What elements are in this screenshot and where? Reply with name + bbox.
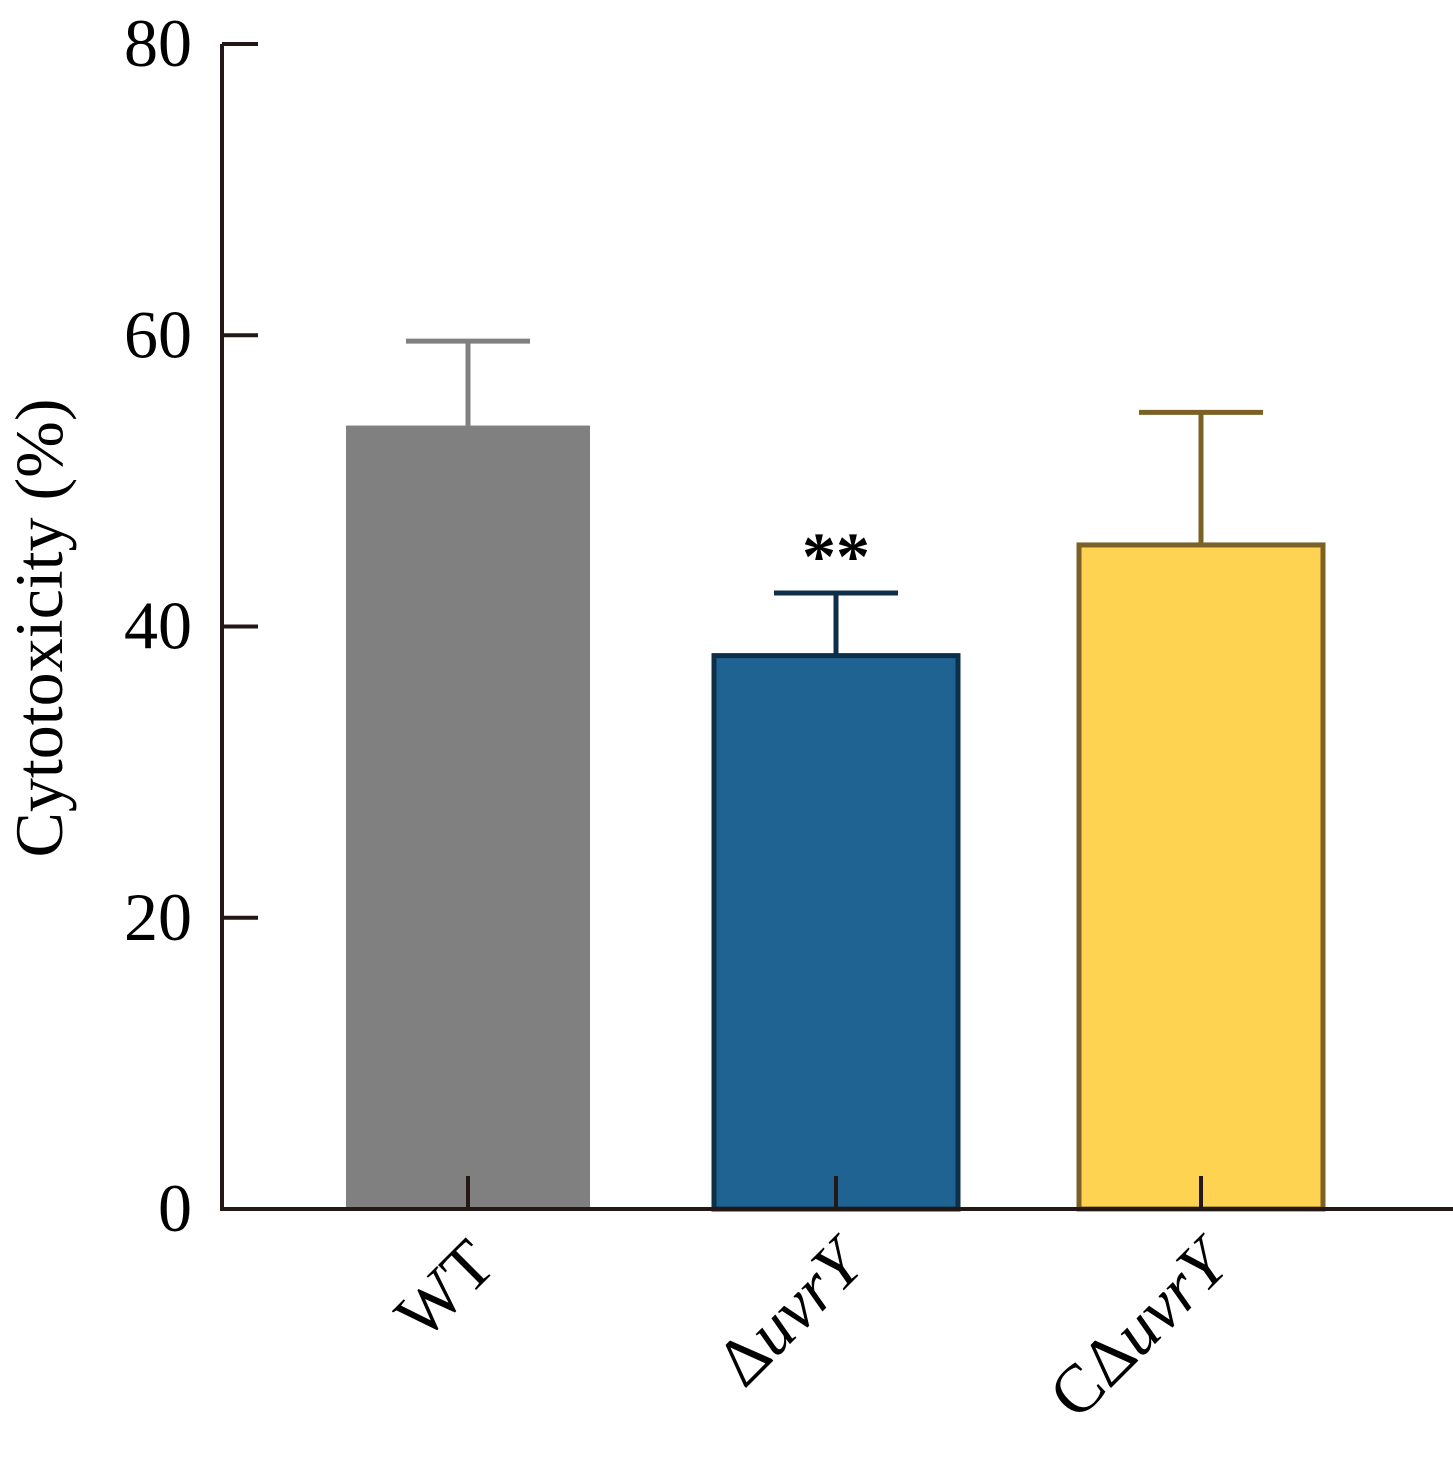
y-ticks: 0 20 40 60 80 — [124, 5, 258, 1246]
bar-2 — [1076, 542, 1326, 1212]
y-axis-label: Cytotoxicity (%) — [1, 399, 77, 858]
y-tick-label-1: 20 — [124, 879, 192, 955]
x-ticks: WT ΔuvrY CΔuvrY — [380, 1176, 1246, 1432]
x-tick-label-0: WT — [380, 1225, 508, 1353]
bars-layer: ** — [346, 338, 1326, 1212]
x-tick-label-2: CΔuvrY — [1034, 1220, 1246, 1432]
y-tick-label-2: 40 — [124, 588, 192, 664]
y-tick-label-0: 0 — [158, 1170, 192, 1246]
bar-1 — [711, 653, 961, 1212]
y-tick-label-4: 80 — [124, 5, 192, 81]
x-tick-label-1: ΔuvrY — [701, 1220, 881, 1400]
y-tick-label-3: 60 — [124, 296, 192, 372]
significance-label-1: ** — [802, 518, 870, 594]
bar-0 — [346, 425, 590, 1210]
